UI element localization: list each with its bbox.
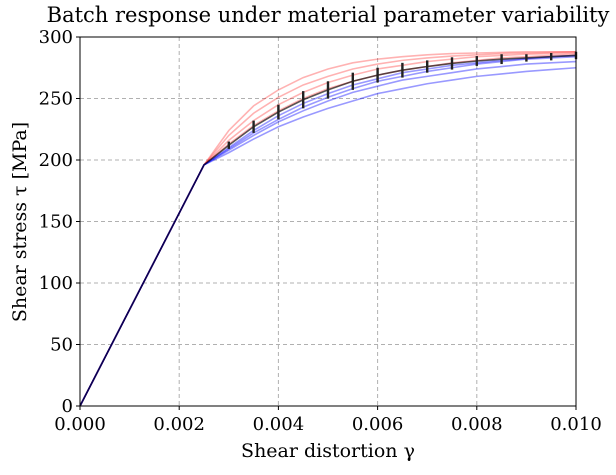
y-tick-label: 0 xyxy=(62,396,73,417)
series-line xyxy=(79,50,577,407)
y-tick-label: 50 xyxy=(50,335,73,356)
plot-frame xyxy=(79,36,577,407)
chart-title: Batch response under material parameter … xyxy=(47,3,610,27)
series-line xyxy=(79,52,577,407)
x-tick-label: 0.006 xyxy=(352,414,404,435)
series-line xyxy=(79,53,577,407)
series-line xyxy=(79,50,576,407)
y-tick-label: 250 xyxy=(39,89,73,110)
y-tick-label: 150 xyxy=(39,212,73,233)
x-tick-label: 0.008 xyxy=(451,414,503,435)
y-tick-label: 200 xyxy=(39,150,73,171)
x-tick-label: 0.010 xyxy=(550,414,602,435)
y-axis-label: Shear stress τ [MPa] xyxy=(9,122,31,322)
y-tick-label: 300 xyxy=(39,27,73,48)
x-axis-label: Shear distortion γ xyxy=(241,440,415,462)
x-tick-label: 0.002 xyxy=(153,414,205,435)
x-tick-label: 0.004 xyxy=(253,414,305,435)
y-tick-label: 100 xyxy=(39,273,73,294)
x-tick-label: 0.000 xyxy=(54,414,106,435)
series-line xyxy=(79,60,577,407)
series-line xyxy=(79,66,577,407)
